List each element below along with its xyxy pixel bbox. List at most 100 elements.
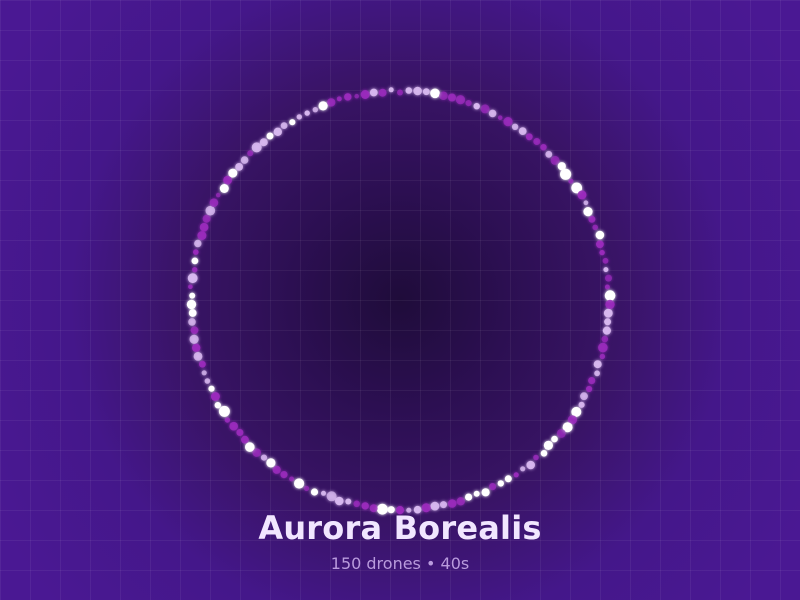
- drone-light: [201, 370, 207, 376]
- drone-light: [215, 192, 221, 198]
- drone-light: [413, 86, 422, 96]
- drone-light: [194, 239, 202, 248]
- drone-light: [186, 299, 197, 310]
- drone-light: [421, 503, 431, 513]
- drone-light: [241, 435, 249, 444]
- drone-light: [601, 335, 609, 343]
- drone-light: [223, 175, 233, 185]
- drone-light: [513, 472, 519, 478]
- drone-light: [240, 156, 249, 164]
- drone-light: [199, 222, 209, 232]
- drone-light: [310, 488, 319, 496]
- drone-light: [413, 505, 422, 514]
- drone-light: [440, 501, 447, 509]
- drone-light: [543, 440, 554, 450]
- drone-light: [369, 88, 378, 97]
- drone-light: [397, 89, 403, 96]
- drone-light: [388, 87, 394, 93]
- drone-light: [318, 101, 328, 111]
- drone-light: [550, 155, 560, 165]
- drone-light: [571, 406, 582, 417]
- drone-light: [586, 385, 593, 393]
- drone-light: [583, 207, 593, 217]
- drone-light: [228, 168, 238, 178]
- drone-light: [266, 458, 276, 468]
- drone-light: [603, 308, 613, 318]
- drone-light: [208, 385, 215, 392]
- drone-light: [289, 476, 295, 482]
- drone-light: [533, 454, 539, 461]
- drone-light: [526, 460, 535, 470]
- drone-light: [336, 96, 342, 102]
- drone-light: [447, 499, 457, 508]
- drone-light: [218, 405, 230, 417]
- drone-light: [354, 93, 360, 99]
- drone-light: [568, 178, 574, 184]
- drone-light: [588, 215, 596, 223]
- drone-light: [489, 483, 497, 491]
- drone-light: [360, 90, 370, 99]
- drone-light: [605, 274, 612, 282]
- drone-light: [439, 91, 448, 100]
- drone-light: [406, 507, 412, 513]
- drone-light: [252, 448, 261, 457]
- drone-light: [596, 240, 604, 249]
- drone-light: [272, 465, 281, 474]
- drone-light: [361, 502, 369, 510]
- drone-light: [345, 498, 352, 505]
- drone-light: [192, 267, 198, 273]
- drone-light: [209, 198, 219, 207]
- drone-light: [369, 504, 378, 513]
- drone-light: [229, 421, 238, 431]
- drone-light: [473, 103, 480, 110]
- drone-light: [480, 104, 490, 114]
- drone-light: [560, 168, 572, 180]
- drone-light: [465, 493, 473, 501]
- drone-light: [273, 127, 282, 136]
- drone-light: [602, 257, 609, 264]
- drone-light: [604, 284, 610, 290]
- drone-light: [260, 454, 268, 461]
- drone-light: [503, 117, 513, 127]
- drone-light: [448, 93, 456, 102]
- drone-light: [465, 100, 472, 107]
- drone-light: [577, 190, 587, 200]
- drone-light: [280, 122, 288, 129]
- drone-light: [578, 401, 585, 408]
- drone-light: [296, 114, 302, 120]
- drone-light: [525, 133, 533, 141]
- drone-light: [280, 471, 288, 479]
- drone-light: [599, 249, 605, 256]
- drone-light: [205, 205, 216, 216]
- drone-light: [197, 231, 207, 241]
- drone-light: [199, 360, 206, 368]
- drone-light: [378, 88, 387, 97]
- drone-light: [210, 392, 220, 401]
- subtitle-separator: •: [425, 554, 436, 573]
- drone-light: [455, 95, 466, 105]
- drone-light: [187, 273, 198, 284]
- drone-light: [193, 249, 199, 255]
- drone-light: [595, 230, 605, 240]
- drone-light: [377, 503, 388, 515]
- show-subtitle: 150 drones • 40s: [0, 553, 800, 575]
- drone-light: [190, 326, 199, 335]
- drone-light: [247, 150, 254, 157]
- drone-light: [189, 334, 199, 344]
- drone-light: [289, 119, 296, 126]
- drone-light: [245, 442, 255, 452]
- drone-light: [602, 326, 612, 335]
- show-title: Aurora Borealis: [258, 509, 542, 547]
- drone-light: [312, 107, 318, 113]
- drone-light: [188, 318, 196, 326]
- drone-light: [235, 163, 244, 171]
- drone-light: [583, 200, 589, 206]
- drone-light: [266, 132, 274, 140]
- drone-light: [497, 115, 503, 120]
- drone-light: [251, 142, 262, 153]
- drone-light: [395, 506, 405, 515]
- drone-light: [511, 123, 519, 130]
